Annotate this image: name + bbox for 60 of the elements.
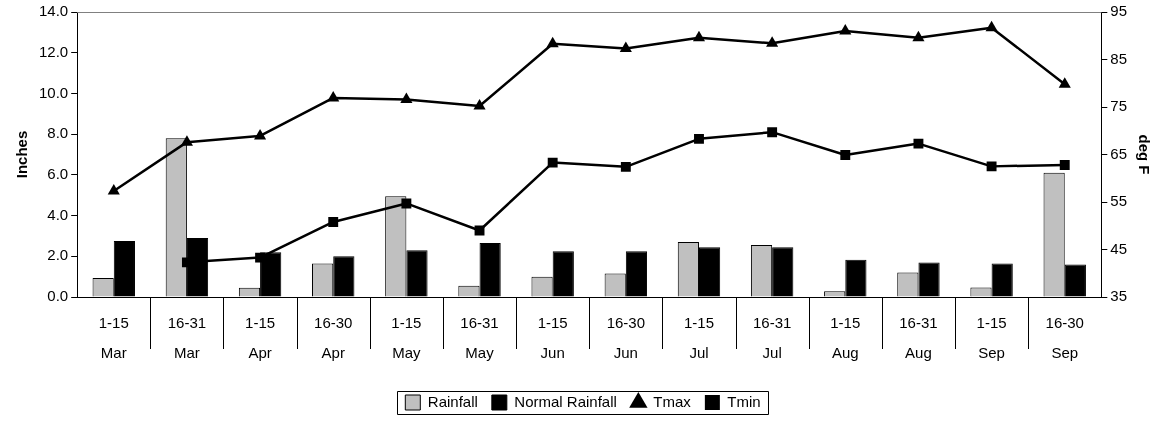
y-axis-title: Inches: [13, 130, 31, 179]
x-tick-label: 1-15 Sep: [976, 314, 1007, 362]
y2-tick-label: 95: [1110, 2, 1127, 20]
point: [1059, 160, 1070, 170]
legend-label: Tmax: [653, 392, 692, 410]
y2-tick-label: 55: [1110, 192, 1127, 210]
legend-label: Normal Rainfall: [514, 392, 617, 410]
point: [840, 150, 851, 160]
y2-tick-label: 45: [1110, 239, 1127, 257]
point: [767, 127, 778, 138]
x-tick-label: 16-31 Aug: [899, 314, 938, 362]
x-tick-label: 1-15 Aug: [830, 314, 861, 362]
legend-label: Tmin: [727, 392, 761, 410]
point: [255, 252, 266, 263]
y-tick-label: 6.0: [47, 165, 69, 182]
x-tick-label: 16-30 Apr: [314, 314, 353, 362]
point: [986, 161, 997, 172]
y-tick-label: 12.0: [38, 42, 69, 60]
x-tick-label: 16-31 Mar: [167, 314, 207, 362]
point: [546, 36, 559, 48]
point: [473, 99, 486, 110]
x-tick-label: 16-31 Jul: [752, 314, 792, 362]
x-tick-label: 16-30 Jun: [606, 314, 646, 362]
point: [180, 135, 193, 146]
y-tick-label: 2.0: [47, 246, 69, 264]
point: [985, 20, 998, 32]
point: [327, 90, 340, 102]
y2-axis-title: deg F: [1135, 134, 1153, 175]
x-tick-label: 16-31 May: [460, 314, 499, 362]
y-tick-label: 0.0: [47, 287, 69, 305]
y-tick-label: 10.0: [38, 83, 69, 101]
x-tick-label: 1-15 May: [391, 314, 422, 362]
legend-label: Rainfall: [427, 392, 478, 410]
y2-tick-label: 85: [1110, 49, 1127, 67]
y2-tick-label: 65: [1110, 144, 1127, 162]
y2-tick-label: 75: [1110, 97, 1127, 115]
point: [694, 133, 704, 144]
point: [107, 184, 120, 195]
x-tick-label: 1-15 Jun: [537, 314, 568, 362]
point: [692, 30, 706, 42]
point: [619, 41, 632, 53]
point: [912, 30, 925, 42]
y-tick-label: 8.0: [47, 124, 69, 142]
x-tick-label: 1-15 Apr: [245, 314, 276, 362]
point: [620, 161, 631, 172]
point: [913, 138, 924, 149]
point: [766, 36, 779, 47]
y2-tick-label: 35: [1110, 287, 1127, 305]
point: [1058, 77, 1071, 88]
x-tick-label: 16-30 Sep: [1045, 314, 1084, 362]
y-tick-label: 14.0: [38, 2, 69, 20]
point: [328, 217, 339, 227]
x-tick-label: 1-15 Mar: [98, 314, 129, 362]
point: [839, 24, 852, 35]
point: [401, 198, 412, 209]
point: [547, 157, 558, 168]
y-tick-label: 4.0: [47, 205, 69, 223]
point: [400, 92, 413, 103]
x-tick-label: 1-15 Jul: [683, 314, 714, 362]
point: [254, 128, 267, 140]
